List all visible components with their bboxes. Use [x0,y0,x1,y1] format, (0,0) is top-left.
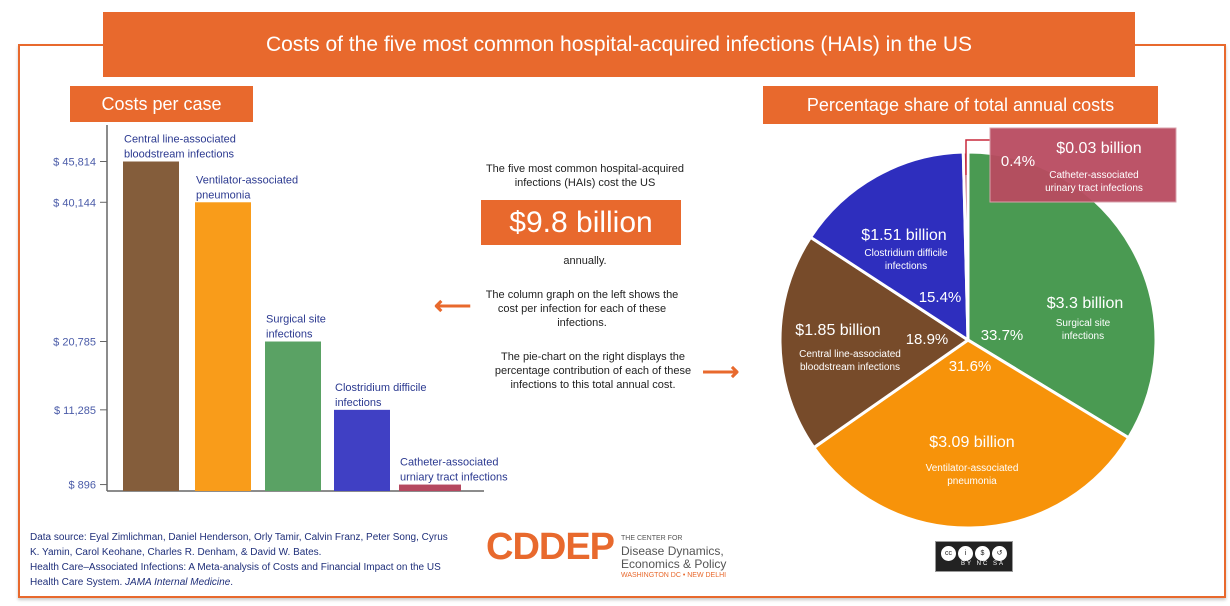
logo-name: THE CENTER FOR Disease Dynamics, Economi… [621,532,726,571]
bar-label: Surgical site [266,314,326,326]
slice-name-label: Central line-associated [799,349,901,360]
slice-name-label: Surgical site [1056,318,1111,329]
page-title: Costs of the five most common hospital-a… [103,12,1135,77]
column-note: The column graph on the left shows the c… [485,289,679,329]
bar-label: Central line-associated [124,134,236,146]
logo-location: WASHINGTON DC • NEW DELHI [621,572,727,579]
slice-value-label: $0.03 billion [1056,140,1141,157]
sa-icon: ↺ [992,545,1007,561]
slice-name-label: urinary tract infections [1045,183,1143,194]
logo-name-2: Economics & Policy [621,557,727,571]
logo-name-1: Disease Dynamics, [621,544,724,558]
source-title: Health Care–Associated Infections: A Met… [30,562,441,588]
slice-percent-label: 18.9% [906,331,949,348]
arrow-left-icon: ⟵ [434,290,472,320]
pie-note: The pie-chart on the right displays the … [494,351,692,391]
slice-name-label: Clostridium difficile [864,248,948,259]
bar-chart: $ 45,814 Central line-associated bloodstre… [53,125,508,492]
y-tick-label: $ 20,785 [53,337,96,349]
annually-text: annually. [563,255,607,267]
callout-leader-line [965,139,990,175]
bar-label: pneumonia [196,189,251,201]
logo-small: THE CENTER FOR [621,535,683,542]
slice-percent-label: 33.7% [981,327,1024,344]
bar [265,341,321,491]
pie-slice [778,235,971,450]
bar [123,161,179,491]
slice-percent-label: 31.6% [949,358,992,375]
bar-label: infections [266,329,313,341]
by-icon: i [958,545,973,561]
y-tick-label: $ 896 [68,480,96,492]
pie-slice [811,338,1131,530]
bar-chart-heading: Costs per case [70,86,253,122]
bar-label: Clostridium difficile [335,382,427,394]
bar [399,484,461,491]
data-source: Data source: Eyal Zimlichman, Daniel Hen… [30,530,450,590]
total-cost-badge: $9.8 billion [481,200,681,245]
arrow-right-icon: ⟶ [702,356,740,386]
pie-chart-heading: Percentage share of total annual costs [763,86,1158,124]
pie-slice [808,150,970,343]
slice-percent-label: 0.4% [1001,153,1035,170]
bar-label: Ventilator-associated [196,174,298,186]
slice-value-label: $3.3 billion [1047,295,1124,312]
bar-label: Catheter-associated [400,457,498,469]
slice-name-label: pneumonia [947,476,997,487]
bar-label: bloodstream infections [124,149,235,161]
slice-percent-label: 15.4% [919,289,962,306]
license-text: BY NC SA [961,560,1005,567]
slice-name-label: bloodstream infections [800,362,900,373]
slice-value-label: $1.51 billion [861,227,946,244]
nc-icon: $ [975,545,990,561]
cddep-logo: CDDEP [486,526,615,568]
slice-value-label: $1.85 billion [795,322,880,339]
slice-name-label: Ventilator-associated [926,463,1019,474]
bar-label: urniary tract infections [400,472,508,484]
cc-icon: cc [941,545,956,561]
slice-name-label: infections [1062,331,1104,342]
bar [334,409,390,491]
y-tick-label: $ 45,814 [53,157,96,169]
creative-commons-badge: cc i $ ↺ BY NC SA [935,541,1013,572]
intro-text: The five most common hospital-acquired i… [485,163,685,189]
license-icons: cc i $ ↺ [941,545,1007,561]
slice-name-label: infections [885,261,927,272]
y-tick-label: $ 11,285 [54,405,96,417]
slice-value-label: $3.09 billion [929,434,1014,451]
source-authors: Data source: Eyal Zimlichman, Daniel Hen… [30,532,448,558]
bar-label: infections [335,397,382,409]
source-journal: JAMA Internal Medicine [125,577,231,588]
bar [195,202,251,491]
callout-box [989,127,1177,203]
slice-name-label: Catheter-associated [1049,170,1139,181]
y-tick-label: $ 40,144 [53,197,96,209]
